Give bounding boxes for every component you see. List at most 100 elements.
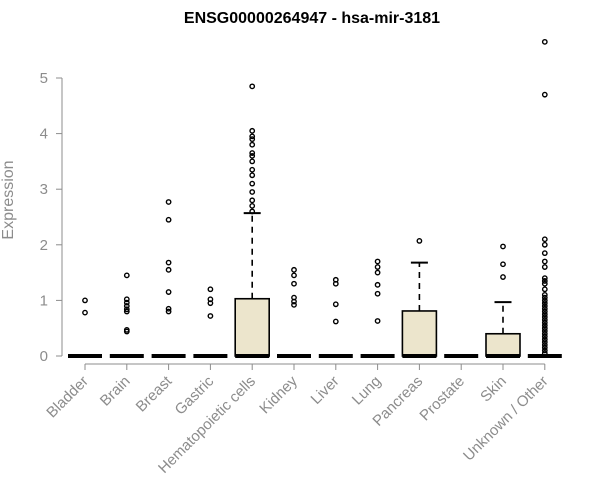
outlier-point [249,172,256,179]
x-category-label: Brain [97,373,134,410]
outlier-point [541,264,548,270]
outlier-point [249,141,256,148]
y-axis-label: Expression [0,160,17,239]
x-category-label: Lung [349,373,385,409]
box-group [318,276,353,358]
outlier-point [123,303,130,309]
outlier-point [541,330,548,337]
x-category-label: Skin [477,373,510,406]
outlier-point [541,314,548,320]
box-body [234,297,270,357]
outlier-point [541,325,548,332]
outlier-point [374,258,381,265]
outlier-point [249,127,256,134]
outlier-point [541,241,548,248]
outlier-point [207,286,214,293]
outlier-point [541,258,548,265]
outlier-point [541,303,548,309]
outlier-point [165,199,172,205]
outlier-point [374,264,381,270]
outlier-point [374,290,381,297]
outlier-point [541,336,548,343]
outlier-point [123,299,130,306]
outlier-point [541,286,548,293]
outlier-point [165,216,172,223]
outlier-point [541,347,548,354]
y-tick-label: 5 [40,70,48,87]
y-tick-label: 1 [40,292,48,309]
y-axis-ticks: 0 1 2 3 4 5 [40,70,62,365]
outlier-point [541,311,548,318]
outlier-point [541,328,548,334]
outlier-point [332,276,339,283]
outlier-point [291,301,297,308]
outlier-point [249,189,256,195]
box-body [401,310,438,357]
x-category-label: Breast [133,372,176,415]
outlier-point [249,158,256,165]
outlier-point [123,272,130,279]
x-category-label: Bladder [43,373,92,422]
outlier-point [249,83,256,90]
outlier-point [291,266,297,273]
outlier-point [541,294,548,301]
outlier-point [541,38,548,45]
x-category-label: Prostate [416,373,468,425]
box-group [193,286,228,358]
outlier-point [541,297,548,304]
outlier-point [165,259,172,266]
outlier-point [541,291,548,298]
outlier-point [541,236,548,243]
outlier-point [249,166,256,173]
box-group [485,243,521,358]
outlier-point [374,269,381,276]
outlier-point [332,301,339,308]
box-group [527,38,562,358]
outlier-point [291,294,297,301]
outlier-point [500,261,506,268]
outlier-point [500,243,506,250]
outlier-point [541,280,548,287]
outlier-point [541,250,548,257]
box-group [109,272,144,358]
outlier-point [249,180,256,187]
box-group [277,266,311,358]
outlier-point [541,333,548,340]
outlier-point [165,305,172,312]
outlier-point [374,318,381,324]
outlier-point [500,274,506,280]
outlier-point [541,305,548,312]
outlier-point [165,266,172,273]
outlier-point [249,150,256,156]
outlier-point [249,202,256,209]
x-category-label: Liver [308,373,343,408]
y-tick-label: 4 [40,126,48,143]
outlier-point [123,296,130,303]
outlier-point [123,308,130,315]
outlier-point [82,297,88,304]
y-tick-label: 2 [40,237,48,254]
box-group [360,258,395,358]
outlier-point [249,152,256,159]
outlier-point [123,326,130,333]
outlier-point [207,313,214,319]
outlier-point [249,133,256,140]
box-group [68,297,102,358]
outlier-point [416,238,423,244]
outlier-point [165,289,172,295]
outlier-point [541,341,548,348]
outlier-point [165,308,172,315]
outlier-point [541,339,548,345]
outlier-point [207,296,214,303]
box-group [151,199,186,358]
outlier-point [541,319,548,326]
outlier-point [541,316,548,323]
x-category-label: Kidney [256,372,301,417]
outlier-point [82,309,88,316]
box-group [401,238,438,358]
box-group [234,83,270,358]
outlier-point [249,197,256,204]
outlier-point [541,322,548,329]
